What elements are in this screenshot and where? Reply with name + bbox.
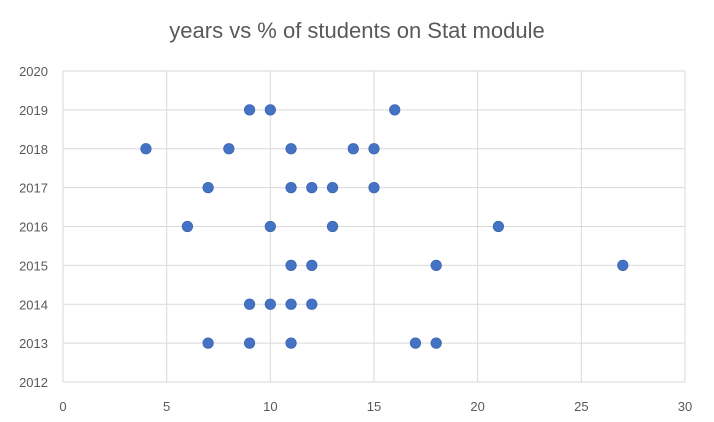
data-point (430, 259, 442, 271)
y-tick-label: 2016 (19, 220, 48, 235)
data-point (285, 182, 297, 194)
data-point (202, 182, 214, 194)
plot-area (62, 70, 686, 383)
data-point (306, 298, 318, 310)
data-point (244, 104, 256, 116)
data-point (264, 220, 276, 233)
data-point (140, 143, 152, 155)
chart-title: years vs % of students on Stat module (169, 18, 544, 43)
data-point (326, 220, 339, 233)
data-point (389, 104, 401, 116)
x-tick-label: 25 (574, 399, 588, 414)
y-tick-label: 2017 (19, 181, 48, 196)
x-tick-label: 15 (367, 399, 381, 414)
data-point (202, 337, 214, 349)
y-tick-label: 2014 (19, 297, 48, 312)
data-point (244, 298, 256, 310)
y-tick-label: 2018 (19, 142, 48, 157)
data-point (492, 220, 505, 233)
data-point (306, 182, 318, 194)
x-tick-label: 0 (59, 399, 66, 414)
y-tick-label: 2020 (19, 64, 48, 79)
data-point (326, 182, 339, 194)
y-tick-label: 2013 (19, 336, 48, 351)
data-point (244, 337, 256, 349)
data-point (285, 259, 297, 271)
data-point (285, 337, 297, 349)
data-point (181, 220, 193, 233)
data-point (264, 104, 276, 116)
data-point (306, 259, 318, 271)
data-point (285, 143, 297, 155)
data-point (347, 143, 359, 155)
gridlines (62, 70, 686, 383)
y-axis-ticks: 2012 2013 2014 2015 2016 2017 2018 2019 2020 (19, 64, 48, 390)
y-tick-label: 2012 (19, 375, 48, 390)
data-point (430, 337, 442, 349)
x-tick-label: 20 (470, 399, 484, 414)
x-axis-ticks: 0 5 10 15 20 25 30 (59, 399, 692, 414)
y-tick-label: 2015 (19, 258, 48, 273)
data-point (368, 143, 380, 155)
data-point (264, 298, 276, 310)
data-point (285, 298, 297, 310)
data-point (409, 337, 422, 349)
x-tick-label: 30 (678, 399, 692, 414)
data-point (223, 143, 235, 155)
data-point (617, 259, 629, 271)
y-tick-label: 2019 (19, 103, 48, 118)
data-point (368, 182, 380, 194)
x-tick-label: 10 (263, 399, 277, 414)
x-tick-label: 5 (163, 399, 170, 414)
data-points (140, 104, 629, 349)
